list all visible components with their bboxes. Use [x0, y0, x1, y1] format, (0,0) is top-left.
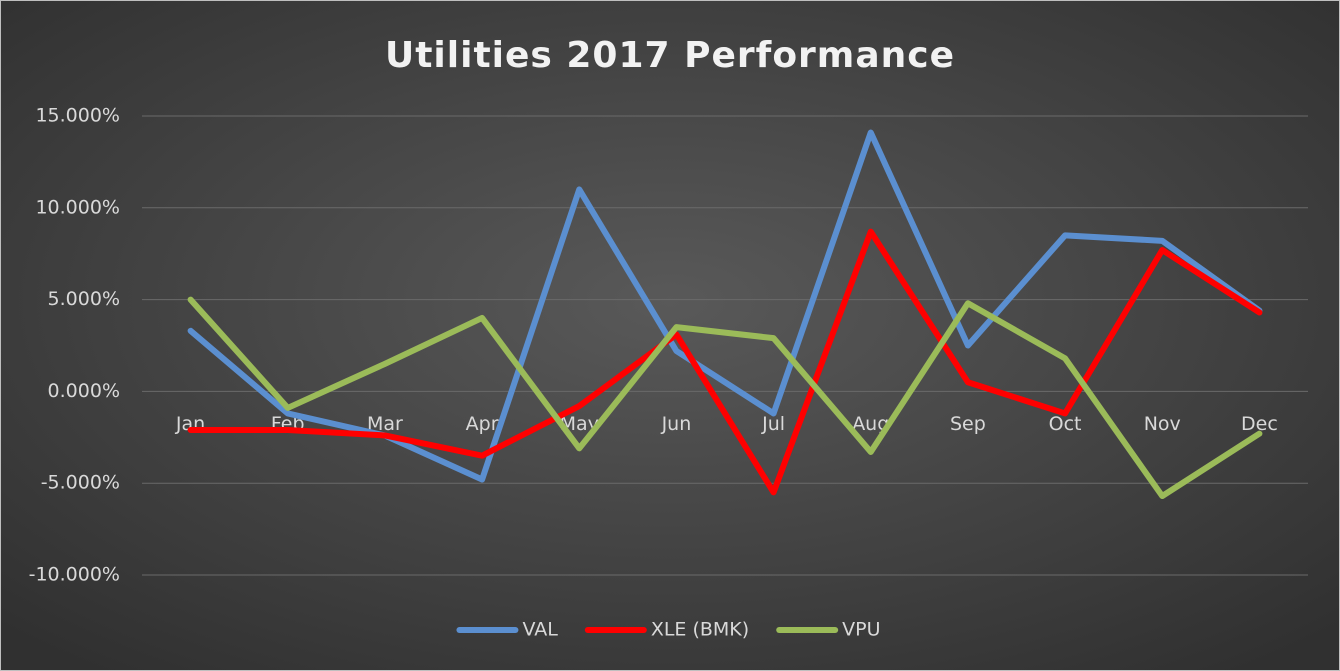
legend-label: VPU — [842, 619, 880, 641]
x-tick-label: Aug — [852, 413, 889, 435]
y-tick-label: -5.000% — [41, 472, 120, 494]
x-tick-label: Nov — [1144, 413, 1181, 435]
x-tick-label: Sep — [950, 413, 986, 435]
x-tick-label: Dec — [1241, 413, 1278, 435]
legend-label: VAL — [522, 619, 558, 641]
y-tick-label: -10.000% — [29, 564, 120, 586]
x-tick-label: Jul — [761, 413, 785, 435]
y-tick-label: 15.000% — [35, 105, 120, 127]
y-tick-label: 5.000% — [48, 288, 120, 310]
x-tick-label: May — [560, 413, 599, 435]
x-tick-label: Mar — [367, 413, 403, 435]
chart-title: Utilities 2017 Performance — [385, 35, 955, 76]
line-series — [187, 296, 1263, 500]
x-tick-label: Oct — [1049, 413, 1082, 435]
legend-label: XLE (BMK) — [651, 619, 749, 641]
x-tick-label: Apr — [466, 413, 499, 435]
y-tick-label: 0.000% — [48, 380, 120, 402]
y-tick-label: 10.000% — [35, 196, 120, 218]
legend: VAL XLE (BMK) VPU — [456, 619, 881, 641]
x-tick-label: Jun — [661, 413, 692, 435]
